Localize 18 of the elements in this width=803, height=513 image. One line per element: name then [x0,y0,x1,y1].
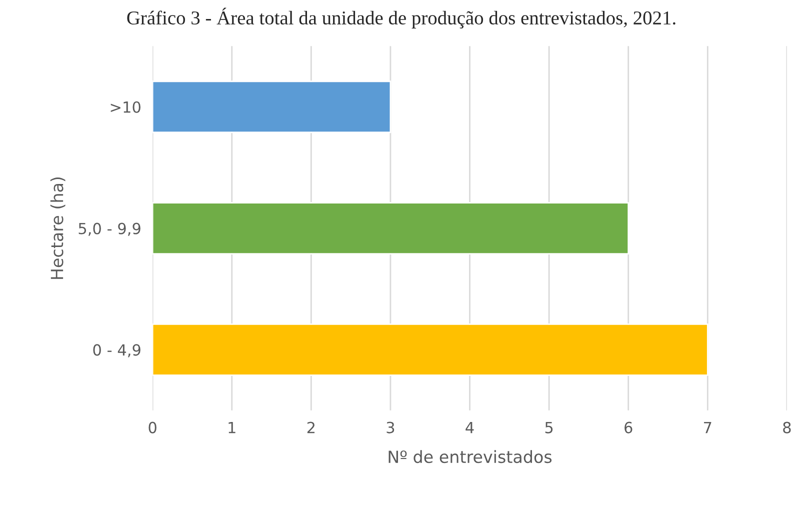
y-axis-title: Hectare (ha) [50,177,66,279]
x-tick-label: 0 [148,422,156,434]
bar [152,80,392,134]
y-tick-label: 0 - 4,9 [93,344,140,358]
y-tick-label: >10 [110,101,140,113]
y-tick-label: 5,0 - 9,9 [78,222,140,236]
x-tick-label: 8 [783,422,791,434]
x-tick-label: 6 [624,422,632,434]
bar [152,324,708,376]
x-tick-label: 5 [545,422,553,434]
x-tick-label: 1 [228,422,236,434]
chart-title: Gráfico 3 - Área total da unidade de produção dos entrevistados, 2021. [127,8,676,28]
x-tick-label: 7 [704,422,712,434]
x-tick-label: 3 [386,422,394,434]
x-axis-title: Nº de entrevistados [388,450,552,464]
bar [152,202,630,254]
x-tick-label: 2 [307,422,314,434]
x-tick-label: 4 [466,422,474,434]
